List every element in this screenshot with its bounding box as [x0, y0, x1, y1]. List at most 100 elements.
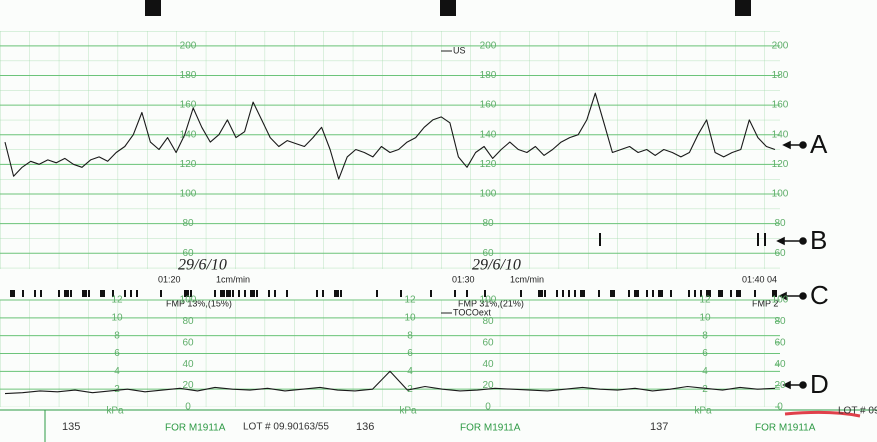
event-bar — [190, 290, 192, 297]
form-label: FOR M1911A — [755, 423, 816, 434]
event-bar — [628, 290, 630, 297]
marker-label: C — [810, 280, 829, 310]
y-tick-label: 120 — [180, 159, 197, 170]
event-bar — [568, 290, 570, 297]
event-bar — [40, 290, 42, 297]
trace-line — [4, 370, 776, 395]
marker-label: D — [810, 369, 829, 399]
event-bar — [220, 290, 225, 297]
y-tick-label: 8 — [407, 330, 413, 341]
event-bar — [88, 290, 90, 297]
y-tick-label: 100 — [480, 189, 497, 200]
event-bar — [112, 290, 114, 297]
event-bar — [340, 290, 342, 297]
y-tick-label: 200 — [480, 40, 497, 51]
event-bar — [706, 290, 711, 297]
event-bar — [184, 290, 189, 297]
event-bar — [652, 290, 654, 297]
event-bar — [82, 290, 87, 297]
y-tick-label: 200 — [180, 40, 197, 51]
lot-label: LOT # 09.9 — [838, 406, 877, 417]
event-bar — [688, 290, 690, 297]
event-bar — [670, 290, 672, 297]
event-bar — [484, 290, 486, 297]
event-bar — [556, 290, 558, 297]
y-tick-label: 2 — [702, 384, 708, 395]
event-bar — [58, 290, 60, 297]
y2-tick-label: 60 — [182, 337, 194, 348]
y2-tick-label: 0 — [485, 402, 491, 413]
y-tick-label: 160 — [772, 100, 789, 111]
event-bar — [160, 290, 162, 297]
fmp-label: FMP 13%,(15%) — [166, 298, 232, 308]
lot-label: LOT # 09.90163/55 — [243, 422, 329, 433]
event-bar — [214, 290, 216, 297]
time-label: 01:30 — [452, 274, 475, 284]
event-bar — [646, 290, 648, 297]
y-tick-label: 80 — [182, 218, 194, 229]
y-tick-label: 6 — [407, 348, 413, 359]
y-tick-label: 60 — [482, 248, 494, 259]
speed-label: 1cm/min — [216, 274, 250, 284]
y-tick-label: 60 — [774, 248, 786, 259]
event-bar — [22, 290, 24, 297]
form-label: FOR M1911A — [460, 423, 521, 434]
y-tick-label: 10 — [699, 312, 711, 323]
fhr-grid — [0, 31, 780, 269]
legend-label: TOCOext — [453, 307, 491, 317]
event-bar — [130, 290, 132, 297]
y-tick-label: 4 — [114, 366, 120, 377]
y2-tick-label: 0 — [185, 402, 191, 413]
event-bar — [658, 290, 663, 297]
y-tick-label: 140 — [772, 129, 789, 140]
trace-line — [4, 92, 776, 180]
handwritten-date: 29/6/10 — [472, 257, 521, 274]
y-axis-label: kPa — [106, 406, 124, 417]
y-tick-label: 160 — [480, 100, 497, 111]
y2-tick-label: 60 — [774, 337, 786, 348]
event-bar — [34, 290, 36, 297]
fmp-events — [10, 290, 777, 297]
event-bar — [10, 290, 15, 297]
event-bar — [700, 290, 702, 297]
y-tick-label: 4 — [407, 366, 413, 377]
event-bar — [634, 290, 639, 297]
speed-label: 1cm/min — [510, 274, 544, 284]
y-tick-label: 80 — [774, 218, 786, 229]
event-bar — [322, 290, 324, 297]
event-bar — [544, 290, 546, 297]
event-bar — [580, 290, 585, 297]
y2-tick-label: 20 — [774, 380, 786, 391]
y2-tick-label: 100 — [772, 295, 789, 306]
y-tick-label: 12 — [404, 295, 416, 306]
y-tick-label: 6 — [702, 348, 708, 359]
event-bar — [562, 290, 564, 297]
event-bar — [772, 290, 777, 297]
y-tick-label: 60 — [182, 248, 194, 259]
event-bar — [520, 290, 522, 297]
y2-tick-label: 80 — [482, 316, 494, 327]
event-bar — [334, 290, 339, 297]
event-bar — [454, 290, 456, 297]
y2-tick-label: 40 — [482, 359, 494, 370]
event-bar — [574, 290, 576, 297]
y-tick-label: 2 — [114, 384, 120, 395]
event-bar — [100, 290, 105, 297]
y2-tick-label: 40 — [774, 359, 786, 370]
y2-tick-label: 100 — [180, 295, 197, 306]
event-bar — [268, 290, 270, 297]
event-bar — [286, 290, 288, 297]
y-tick-label: 100 — [772, 189, 789, 200]
y-tick-label: 180 — [772, 70, 789, 81]
sprocket — [440, 0, 456, 16]
sprocket — [145, 0, 161, 16]
y-tick-label: 6 — [114, 348, 120, 359]
y-axis-label: kPa — [694, 406, 712, 417]
event-bar — [466, 290, 468, 297]
handwritten-date: 29/6/10 — [178, 257, 227, 274]
event-bar — [538, 290, 543, 297]
event-bar — [400, 290, 402, 297]
event-bar — [736, 290, 741, 297]
event-bar — [244, 290, 246, 297]
annotation-arrows — [776, 140, 807, 390]
